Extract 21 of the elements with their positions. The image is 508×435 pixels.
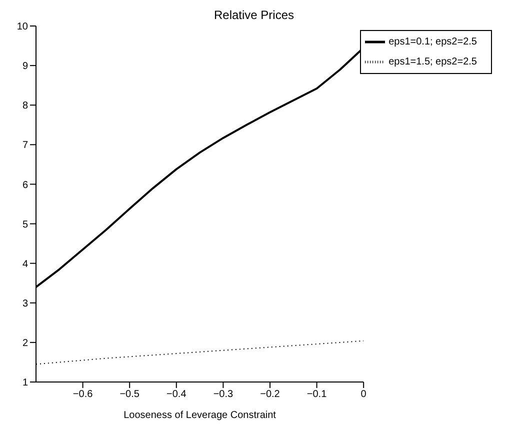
y-tick-label: 9 — [22, 61, 28, 72]
y-tick-label: 3 — [22, 298, 28, 310]
x-tick-label: −0.3 — [213, 389, 234, 400]
legend-label: eps1=1.5; eps2=2.5 — [388, 56, 477, 68]
y-tick-label: 6 — [22, 180, 28, 191]
x-tick-label: −0.6 — [72, 389, 94, 400]
y-tick-label: 4 — [22, 258, 28, 270]
x-tick-label: −0.2 — [260, 389, 280, 400]
chart-title: Relative Prices — [212, 8, 296, 22]
x-tick-label: −0.5 — [120, 389, 140, 400]
y-tick-label: 5 — [22, 219, 28, 230]
x-tick-label: −0.4 — [166, 389, 187, 400]
y-tick-label: 1 — [22, 378, 28, 389]
y-tick-label: 7 — [22, 140, 28, 152]
legend-label: eps1=0.1; eps2=2.5 — [388, 36, 477, 48]
y-tick-label: 2 — [22, 338, 28, 349]
y-tick-label: 10 — [16, 22, 28, 33]
x-axis-title: Looseness of Leverage Constraint — [124, 410, 276, 421]
x-tick-label: 0 — [360, 389, 367, 400]
y-tick-label: 8 — [22, 100, 28, 112]
x-tick-label: −0.1 — [306, 389, 328, 400]
